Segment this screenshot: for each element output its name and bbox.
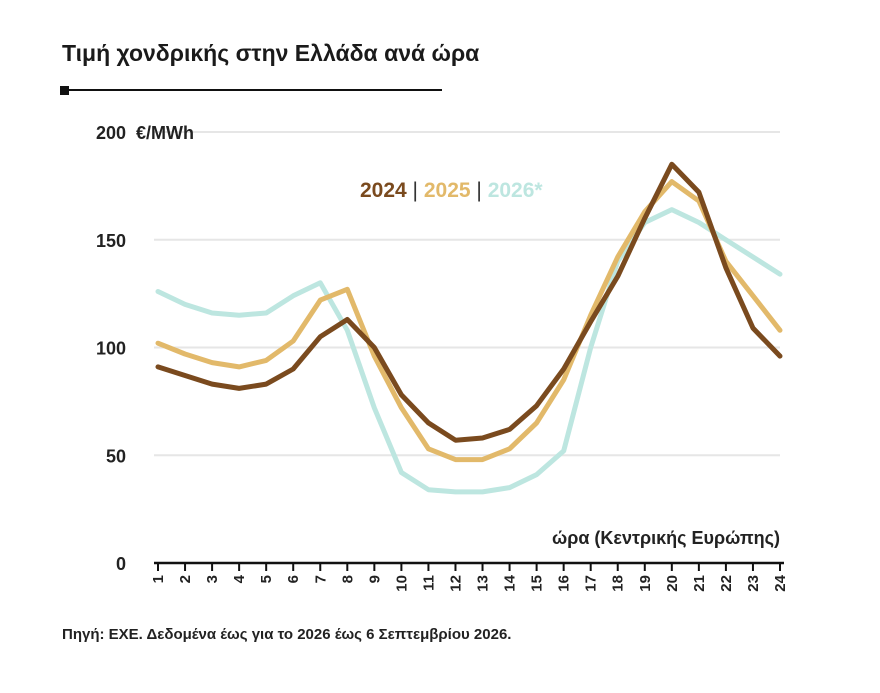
x-tick-labels: 1 2 3 4 5 6 7 8 9 10 11 12 13 14 15 16 17 18 19 20 21 22 23 24 [150, 574, 789, 591]
series-lines [155, 161, 783, 495]
chart-title: Τιμή χονδρικής στην Ελλάδα ανά ώρα [62, 40, 480, 66]
x-tick-label: 15 [529, 575, 546, 592]
x-tick-label: 3 [204, 575, 221, 583]
series-line [155, 207, 783, 495]
x-tick-label: 10 [393, 575, 410, 592]
x-tick-label: 16 [556, 575, 573, 592]
y-tick-label: 0 [116, 554, 126, 574]
x-tick-label: 23 [745, 575, 762, 592]
legend-item: 2024 [360, 179, 407, 202]
legend-separator: | [471, 179, 488, 202]
source-note: Πηγή: ΕΧΕ. Δεδομένα έως για το 2026 έως … [62, 626, 512, 643]
legend-separator: | [407, 179, 424, 202]
x-tick-label: 7 [312, 575, 329, 583]
x-tick-label: 13 [475, 575, 492, 592]
x-tick-label: 18 [610, 575, 627, 592]
x-tick-label: 6 [285, 575, 302, 583]
series-line [155, 161, 783, 443]
x-tick-label: 5 [258, 575, 275, 583]
x-axis [154, 561, 784, 571]
x-tick-label: 12 [447, 575, 464, 592]
x-tick-label: 2 [177, 575, 194, 583]
x-axis-label: ώρα (Κεντρικής Ευρώπης) [552, 528, 780, 548]
grid-lines [154, 131, 780, 457]
x-tick-label: 9 [366, 575, 383, 583]
title-underline-marker [60, 86, 69, 95]
legend: 2024 | 2025 | 2026* [360, 179, 543, 202]
x-tick-label: 17 [583, 575, 600, 592]
x-tick-label: 11 [420, 575, 437, 591]
y-tick-label: 50 [106, 446, 126, 466]
x-tick-label: 19 [637, 575, 654, 592]
x-tick-label: 4 [231, 574, 248, 583]
title-underline [62, 89, 442, 91]
y-tick-label: 100 [96, 339, 126, 359]
legend-item: 2025 [424, 179, 471, 202]
legend-item: 2026* [488, 179, 544, 202]
y-tick-label: 150 [96, 231, 126, 251]
series-line [155, 179, 783, 463]
x-tick-label: 22 [718, 575, 735, 592]
y-unit-label: €/MWh [136, 123, 194, 143]
x-tick-label: 1 [150, 575, 167, 583]
x-tick-label: 20 [664, 575, 681, 592]
x-tick-label: 24 [772, 574, 789, 591]
y-tick-label: 200 [96, 123, 126, 143]
x-tick-label: 14 [502, 574, 519, 591]
x-tick-label: 8 [339, 575, 356, 583]
x-tick-label: 21 [691, 575, 708, 592]
y-tick-labels: 0 50 100 150 200 [96, 123, 126, 574]
